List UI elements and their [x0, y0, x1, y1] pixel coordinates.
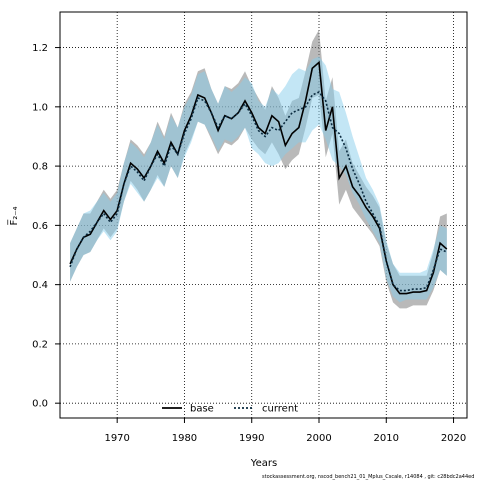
x-tick-label-2010: 2010 [374, 433, 399, 444]
series-lines [69, 60, 448, 295]
x-axis-title: Years [250, 458, 277, 469]
y-axis-title: F̅₂₋₄ [7, 206, 20, 225]
y-tick-label-0: 0.0 [32, 399, 48, 410]
x-tick-label-2000: 2000 [306, 433, 331, 444]
footnote: stockassessment.org, nscod_bench21_01_Mp… [262, 474, 475, 480]
line-base [69, 60, 448, 295]
y-tick-label-6: 1.2 [32, 43, 48, 54]
y-tick-label-5: 1.0 [32, 102, 48, 113]
y-tick-label-2: 0.4 [32, 280, 48, 291]
line-current [69, 91, 448, 292]
x-tick-label-1970: 1970 [104, 433, 129, 444]
plot-frame [59, 11, 468, 419]
y-tick-label-1: 0.2 [32, 339, 48, 350]
x-tick-label-1980: 1980 [172, 433, 197, 444]
x-tick-label-2020: 2020 [441, 433, 466, 444]
axes: 1970 1980 1990 2000 2010 2020 0.0 0.2 0.4 0.6 0.8 1… [32, 43, 466, 444]
x-tick-label-1990: 1990 [239, 433, 264, 444]
y-tick-label-4: 0.8 [32, 162, 48, 173]
legend-label-base: base [190, 404, 214, 415]
legend: base current [162, 404, 298, 415]
legend-label-current: current [262, 404, 298, 415]
y-tick-label-3: 0.6 [32, 221, 48, 232]
